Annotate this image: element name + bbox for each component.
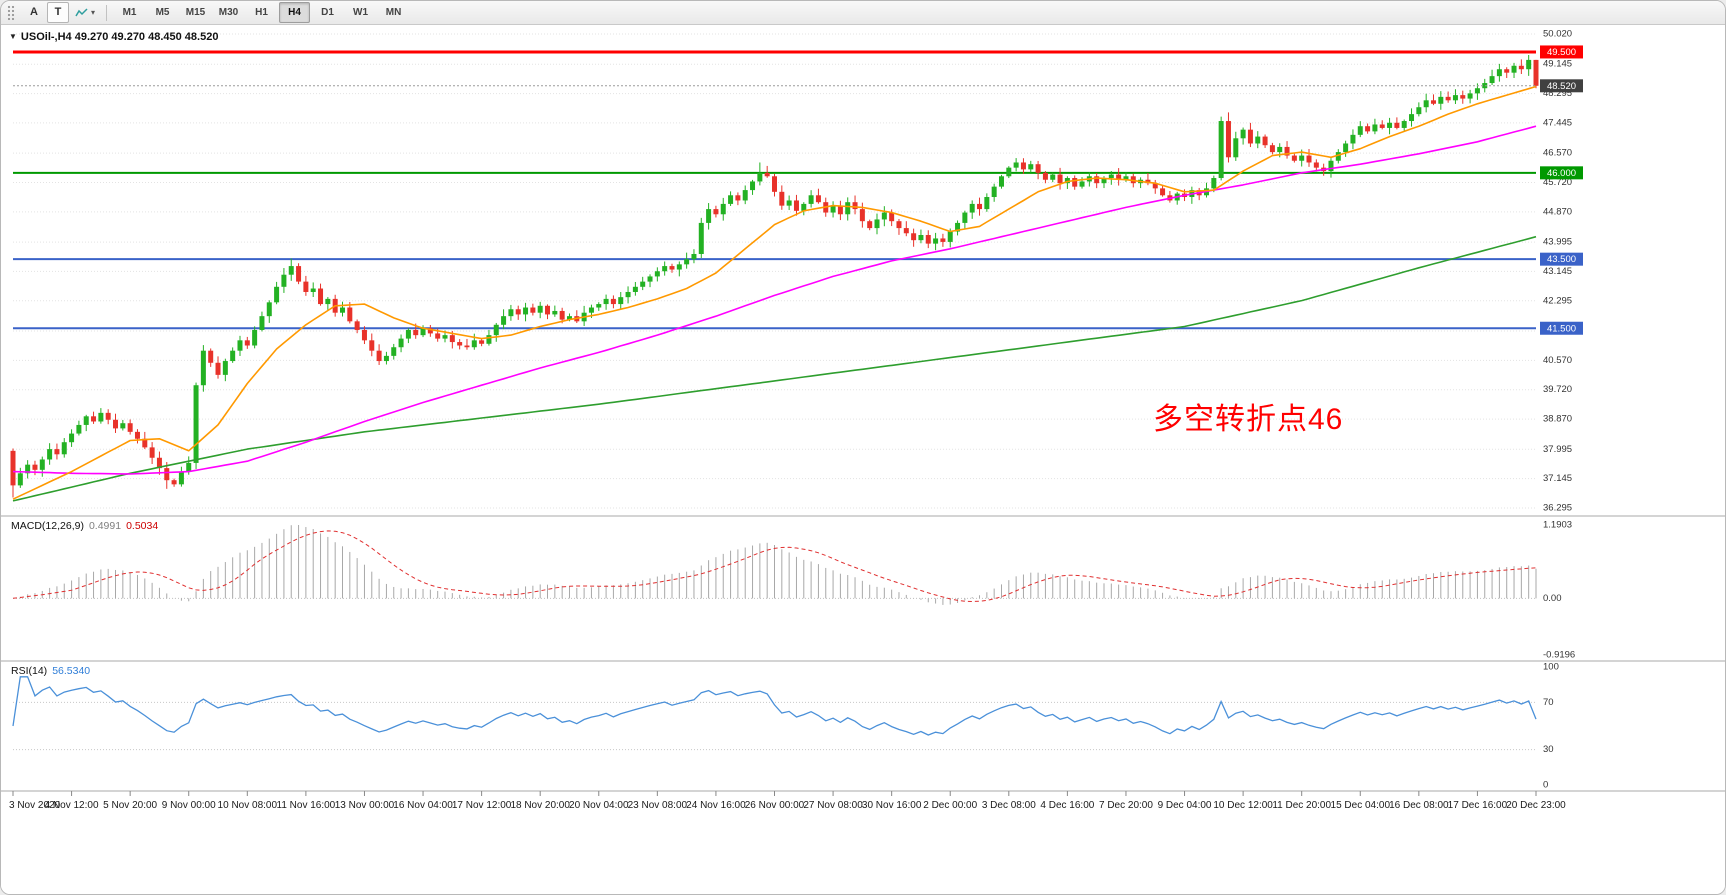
toolbar-separator xyxy=(106,4,108,21)
toolbar: A T ▾ M1 M5 M15 M30 H1 H4 D1 W1 MN xyxy=(1,1,1725,25)
macd-signal-line xyxy=(12,530,1537,603)
price-axis-label: 37.995 xyxy=(1543,444,1572,455)
price-axis-label: 43.145 xyxy=(1543,266,1572,277)
price-axis-label: 46.570 xyxy=(1543,148,1572,159)
macd-axis-label: 1.1903 xyxy=(1543,520,1572,531)
price-axis-label: 37.145 xyxy=(1543,473,1572,484)
time-label: 11 Dec 20:00 xyxy=(1272,800,1331,811)
ma-fast-orange-line xyxy=(12,85,1537,500)
rsi-axis-label: 0 xyxy=(1543,780,1548,791)
time-label: 4 Dec 16:00 xyxy=(1040,800,1094,811)
price-axis-label: 47.445 xyxy=(1543,117,1572,128)
macd-histogram xyxy=(19,525,1537,605)
price-axis-label: 49.145 xyxy=(1543,59,1572,70)
time-label: 13 Nov 00:00 xyxy=(335,800,395,811)
time-label: 4 Nov 12:00 xyxy=(45,800,99,811)
time-label: 26 Nov 00:00 xyxy=(745,800,805,811)
time-label: 23 Nov 08:00 xyxy=(628,800,688,811)
time-label: 9 Nov 00:00 xyxy=(162,800,216,811)
rsi-pane xyxy=(1,661,1725,791)
timeframe-m5-button[interactable]: M5 xyxy=(155,7,170,18)
timeframe-mn-button[interactable]: MN xyxy=(385,7,402,18)
chart-panes[interactable] xyxy=(1,25,1726,791)
rsi-layer xyxy=(12,676,1537,751)
time-label: 30 Nov 16:00 xyxy=(862,800,922,811)
text-tool-button[interactable]: T xyxy=(47,2,69,23)
price-axis-label: 44.870 xyxy=(1543,206,1572,217)
chart-area[interactable]: 3 Nov 2020 4 Nov 12:00 5 Nov 20:00 9 Nov 00… xyxy=(1,25,1726,895)
price-axis-label: 38.870 xyxy=(1543,414,1572,425)
time-label: 24 Nov 16:00 xyxy=(686,800,746,811)
time-label: 20 Dec 23:00 xyxy=(1506,800,1566,811)
price-axis-label: 40.570 xyxy=(1543,355,1572,366)
macd-pane xyxy=(1,516,1725,661)
macd-axis-label: 0.00 xyxy=(1543,593,1562,604)
timeframe-d1-button[interactable]: D1 xyxy=(321,7,334,18)
time-label: 11 Nov 16:00 xyxy=(277,800,336,811)
rsi-axis-label: 70 xyxy=(1543,697,1554,708)
current-price-tag: 48.520 xyxy=(1547,81,1576,92)
price-axis-label: 39.720 xyxy=(1543,384,1572,395)
time-label: 2 Dec 00:00 xyxy=(923,800,977,811)
price-axis-label: 45.720 xyxy=(1543,177,1572,188)
timeframe-m30-button[interactable]: M30 xyxy=(218,7,239,18)
timeframe-group: M1 M5 M15 M30 H1 H4 D1 W1 MN xyxy=(113,2,410,23)
toolbar-grip-handle[interactable] xyxy=(7,4,16,21)
time-label: 15 Dec 04:00 xyxy=(1331,800,1391,811)
price-axis-label: 50.020 xyxy=(1543,29,1572,40)
price-axis-label: 48.295 xyxy=(1543,88,1572,99)
main-chart-pane xyxy=(1,25,1725,516)
time-label: 20 Nov 04:00 xyxy=(569,800,629,811)
price-axis-label: 43.995 xyxy=(1543,237,1572,248)
time-label: 18 Nov 20:00 xyxy=(510,800,570,811)
rsi-axis-label: 30 xyxy=(1543,744,1554,755)
time-label: 16 Dec 08:00 xyxy=(1389,800,1449,811)
time-label: 17 Dec 16:00 xyxy=(1448,800,1508,811)
price-axis-labels: 50.020 49.145 48.295 47.445 46.570 45.720 44.8… xyxy=(1543,29,1575,791)
ma-mid-magenta-line xyxy=(12,125,1537,475)
timeframe-w1-button[interactable]: W1 xyxy=(353,7,369,18)
chevron-down-icon: ▾ xyxy=(91,8,96,17)
chart-line-icon xyxy=(75,7,88,16)
timeframe-m1-button[interactable]: M1 xyxy=(122,7,137,18)
timeframe-m15-button[interactable]: M15 xyxy=(185,7,206,18)
macd-axis-label: -0.9196 xyxy=(1543,650,1575,661)
time-label: 16 Nov 04:00 xyxy=(393,800,453,811)
timeframe-h1-button[interactable]: H1 xyxy=(255,7,268,18)
grid-layer xyxy=(13,33,1536,509)
horizontal-lines-layer xyxy=(13,50,1536,330)
time-label: 10 Nov 08:00 xyxy=(218,800,278,811)
hline-price-tag: 41.500 xyxy=(1547,323,1576,334)
ma-slow-green-line xyxy=(12,235,1537,502)
time-label: 17 Nov 12:00 xyxy=(452,800,512,811)
price-axis-label: 36.295 xyxy=(1543,503,1572,514)
rsi-axis-label: 100 xyxy=(1543,662,1559,673)
price-axis-label: 42.295 xyxy=(1543,295,1572,306)
chart-tools-dropdown[interactable]: ▾ xyxy=(71,3,99,22)
time-label: 5 Nov 20:00 xyxy=(103,800,157,811)
time-label: 3 Dec 08:00 xyxy=(982,800,1036,811)
panel-separators xyxy=(1,515,1725,792)
timeframe-h4-button[interactable]: H4 xyxy=(279,2,311,23)
candles-layer xyxy=(10,55,1539,498)
price-tags: 49.500 46.000 43.500 41.500 48.520 xyxy=(1540,45,1583,335)
time-label: 7 Dec 20:00 xyxy=(1099,800,1153,811)
rsi-line xyxy=(12,676,1537,736)
macd-layer xyxy=(12,525,1537,605)
time-label: 3 Nov 2020 xyxy=(9,800,61,811)
arrow-tool-button[interactable]: A xyxy=(30,6,38,18)
time-label: 27 Nov 08:00 xyxy=(803,800,863,811)
time-label: 10 Dec 12:00 xyxy=(1213,800,1273,811)
time-label: 9 Dec 04:00 xyxy=(1158,800,1212,811)
hline-price-tag: 43.500 xyxy=(1547,254,1576,265)
hline-price-tag: 49.500 xyxy=(1547,47,1576,58)
hline-price-tag: 46.000 xyxy=(1547,168,1576,179)
